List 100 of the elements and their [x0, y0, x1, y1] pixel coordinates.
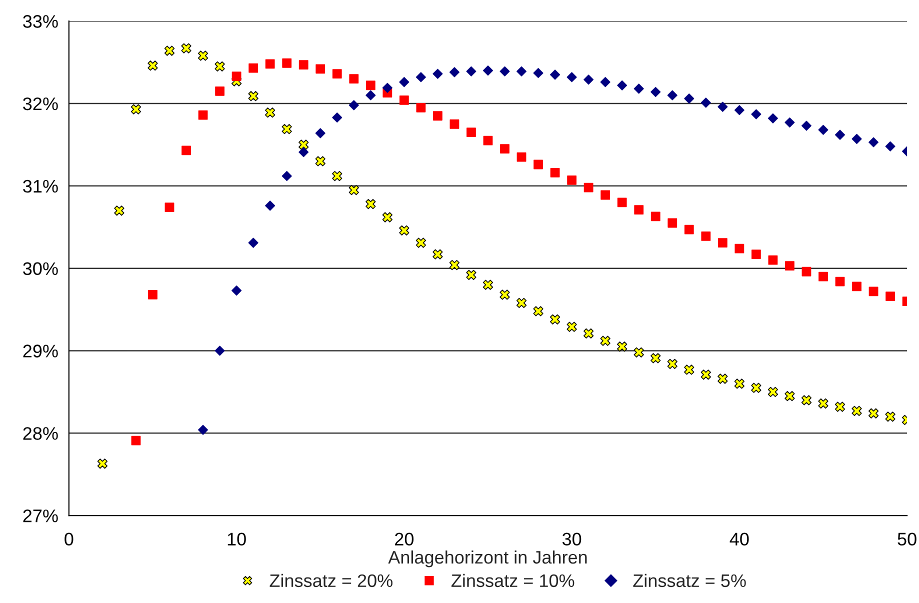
point	[382, 212, 392, 222]
point	[449, 260, 460, 270]
point	[734, 105, 744, 116]
point	[232, 72, 242, 82]
point	[802, 266, 812, 276]
point	[600, 77, 610, 88]
point	[500, 290, 510, 300]
point	[265, 59, 275, 69]
point	[868, 137, 879, 148]
point	[315, 156, 326, 166]
point	[734, 244, 744, 254]
point	[584, 74, 594, 85]
point	[852, 134, 862, 144]
y-tick-label: 29%	[23, 344, 58, 358]
point	[164, 202, 174, 212]
legend-label: Zinssatz = 5%	[633, 574, 746, 588]
point	[332, 112, 342, 123]
point	[684, 94, 694, 104]
point	[650, 353, 661, 364]
point	[634, 84, 644, 94]
point	[617, 342, 628, 352]
point	[835, 276, 845, 286]
point	[214, 346, 225, 356]
y-tick-label: 32%	[23, 97, 58, 110]
point	[700, 370, 711, 380]
point	[349, 74, 359, 84]
point	[617, 80, 628, 90]
point	[516, 298, 527, 308]
point	[449, 67, 460, 78]
x-tick-label: 0	[64, 532, 74, 546]
point	[97, 458, 108, 469]
point	[684, 224, 694, 234]
y-tick-label: 27%	[23, 510, 58, 522]
point	[466, 66, 476, 76]
point	[885, 412, 896, 422]
point	[818, 272, 828, 282]
point	[533, 68, 544, 78]
point	[265, 108, 276, 118]
point	[148, 60, 158, 71]
legend-label: Zinssatz = 20%	[270, 574, 392, 588]
point	[801, 395, 812, 406]
point	[248, 238, 258, 248]
point	[348, 184, 359, 196]
point	[718, 374, 728, 384]
point	[718, 102, 728, 112]
point	[885, 141, 896, 152]
point	[785, 261, 794, 271]
x-axis-title: Anlagehorizont in Jahren	[388, 550, 587, 568]
point	[416, 102, 426, 112]
point	[348, 100, 359, 110]
point	[316, 64, 326, 74]
point	[700, 98, 711, 108]
point	[583, 328, 594, 339]
point	[282, 58, 292, 68]
point	[834, 130, 846, 140]
point	[182, 146, 191, 156]
point	[533, 306, 544, 316]
point	[617, 198, 627, 208]
point	[298, 140, 309, 150]
point	[148, 290, 158, 300]
y-tick-label: 31%	[23, 180, 58, 193]
point	[734, 378, 745, 389]
point	[566, 322, 577, 332]
point	[886, 292, 895, 302]
point	[399, 225, 410, 236]
point	[684, 364, 694, 375]
point	[634, 347, 644, 358]
point	[668, 218, 678, 228]
point	[416, 72, 426, 82]
point	[718, 238, 728, 248]
point	[332, 69, 342, 79]
point	[516, 152, 526, 162]
point	[534, 160, 543, 170]
point	[768, 113, 778, 124]
point	[416, 238, 426, 248]
point	[164, 46, 175, 56]
point	[834, 402, 846, 412]
point	[432, 249, 443, 260]
point	[366, 198, 376, 210]
point	[801, 120, 812, 131]
point	[584, 182, 594, 192]
point	[198, 110, 208, 120]
point	[282, 124, 292, 134]
point	[566, 72, 577, 82]
point	[130, 104, 142, 114]
point	[667, 90, 678, 100]
point	[818, 124, 828, 135]
point	[650, 86, 661, 98]
point	[298, 60, 308, 70]
y-tick-label: 33%	[23, 15, 58, 28]
point	[315, 128, 326, 138]
point	[550, 168, 560, 178]
point	[399, 77, 410, 88]
point	[516, 66, 527, 76]
point	[768, 255, 778, 265]
point	[852, 282, 862, 292]
point	[382, 82, 392, 93]
point	[784, 390, 795, 402]
point	[600, 190, 610, 200]
point	[131, 436, 141, 446]
